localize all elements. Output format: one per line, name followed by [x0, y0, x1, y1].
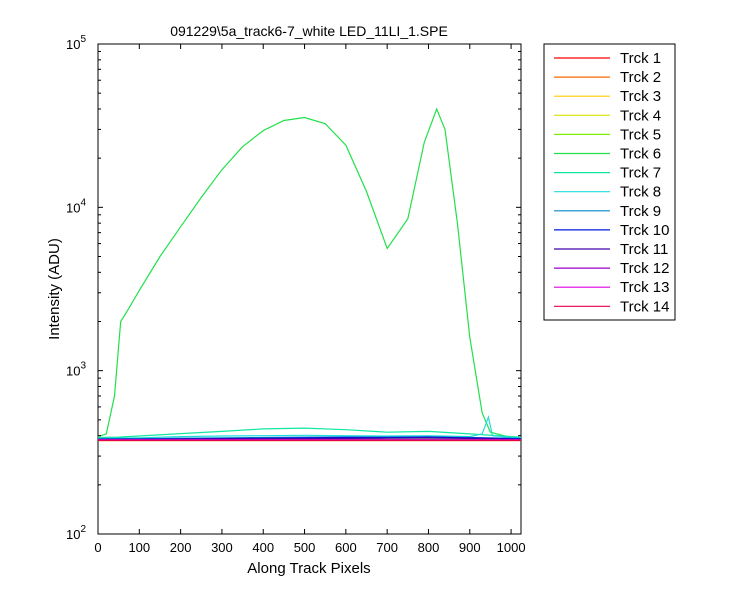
x-tick-label: 100: [128, 540, 150, 555]
y-axis-ticks: 102 103 104 105: [66, 34, 521, 542]
x-tick-label: 500: [294, 540, 316, 555]
legend-label-7: Trck 7: [620, 165, 661, 182]
legend-label-14: Trck 14: [620, 298, 669, 315]
y-tick-label: 103: [66, 361, 86, 379]
x-tick-label: 400: [252, 540, 274, 555]
x-tick-label: 300: [211, 540, 233, 555]
legend-label-1: Trck 1: [620, 50, 661, 67]
y-tick-label: 102: [66, 524, 86, 542]
x-tick-label: 200: [170, 540, 192, 555]
x-tick-label: 900: [459, 540, 481, 555]
legend-label-2: Trck 2: [620, 69, 661, 86]
legend-label-9: Trck 9: [620, 203, 661, 220]
x-axis-ticks: 0 100 200 300 400 500 600 700 800 900 1000: [94, 44, 526, 555]
series-line-8: [97, 414, 522, 439]
series-line-6: [97, 107, 521, 439]
y-axis-label: Intensity (ADU): [46, 238, 63, 340]
legend-label-3: Trck 3: [620, 88, 661, 105]
legend: Trck 1 Trck 2 Trck 3 Trck 4 Trck 5 Trck 6 Trck…: [543, 43, 676, 321]
series-layer: [97, 107, 522, 442]
legend-label-4: Trck 4: [620, 107, 661, 124]
y-tick-label: 105: [66, 34, 86, 52]
legend-label-8: Trck 8: [620, 184, 661, 201]
x-tick-label: 1000: [497, 540, 526, 555]
legend-label-5: Trck 5: [620, 126, 661, 143]
legend-label-12: Trck 12: [620, 260, 669, 277]
y-tick-label: 104: [66, 197, 86, 215]
x-tick-label: 600: [335, 540, 357, 555]
legend-box: [543, 43, 676, 321]
chart-title: 091229\5a_track6-7_white LED_11LI_1.SPE: [170, 23, 448, 39]
x-tick-label: 800: [418, 540, 440, 555]
legend-label-11: Trck 11: [620, 241, 668, 258]
legend-label-13: Trck 13: [620, 279, 669, 296]
plot-area: [97, 43, 522, 535]
series-line-7: [97, 427, 522, 439]
x-axis-label: Along Track Pixels: [247, 560, 370, 577]
x-tick-label: 700: [376, 540, 398, 555]
x-tick-label: 0: [94, 540, 101, 555]
legend-label-10: Trck 10: [620, 222, 669, 239]
legend-label-6: Trck 6: [620, 146, 661, 163]
